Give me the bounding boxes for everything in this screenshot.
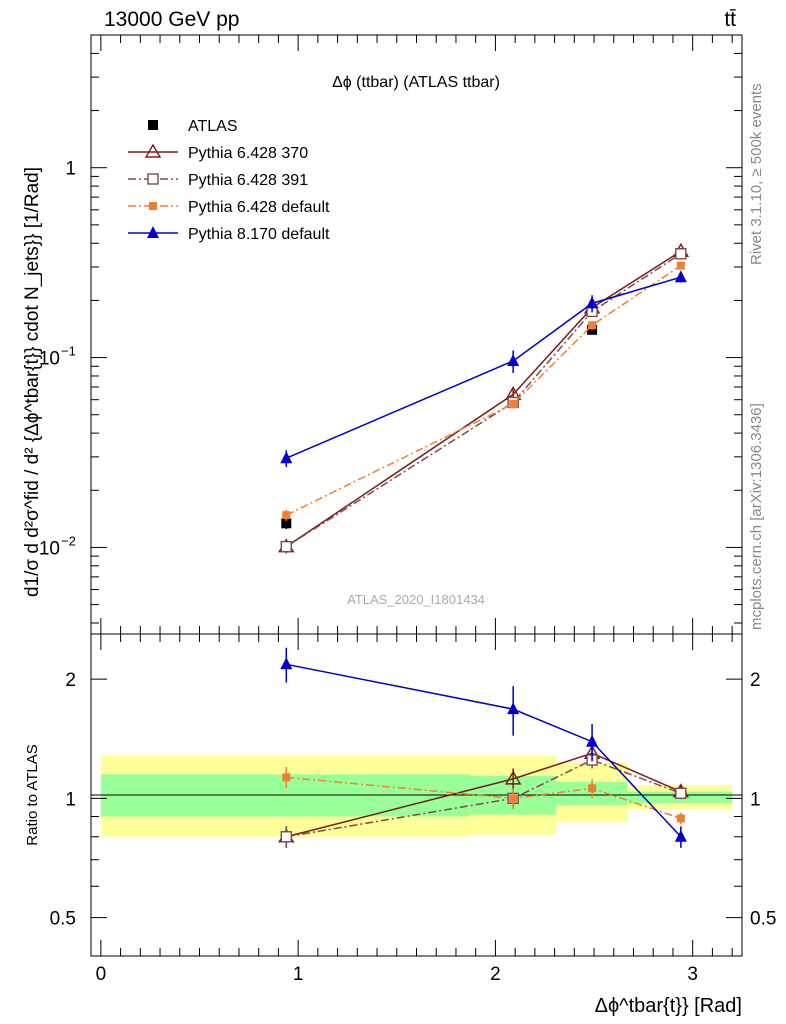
series-line-1 xyxy=(285,250,682,548)
series-2 xyxy=(280,248,687,554)
watermark: ATLAS_2020_I1801434 xyxy=(347,592,485,607)
ratio-y-axis-label: Ratio to ATLAS xyxy=(24,744,41,845)
ratio-axes: 0.5 0.5 1 1 2 2 0 1 2 3 xyxy=(50,634,776,985)
ratio-point xyxy=(676,814,685,823)
data-point xyxy=(282,511,291,520)
y-tick-label-exponent: −2 xyxy=(61,533,76,548)
x-axis-label: Δϕ^tbar{t}} [Rad] xyxy=(595,995,742,1017)
main-axes: 10 −210 −11 xyxy=(39,34,742,634)
ratio-line xyxy=(286,663,682,838)
ratio-point xyxy=(586,734,599,747)
ratio-point xyxy=(282,773,291,782)
legend-label: Pythia 8.170 default xyxy=(188,226,330,243)
data-point xyxy=(586,296,599,309)
ratio-plot-area xyxy=(278,647,690,848)
mcplots-label: mcplots.cern.ch [arXiv:1306.3436] xyxy=(748,403,765,630)
ratio-line xyxy=(286,752,682,838)
legend-marker xyxy=(147,226,159,238)
data-point xyxy=(280,540,292,553)
ratio-point xyxy=(674,829,687,842)
legend-item: Pythia 6.428 391 xyxy=(128,172,308,189)
rivet-label: Rivet 3.1.10, ≥ 500k events xyxy=(748,83,765,265)
data-point xyxy=(588,321,597,330)
ratio-line xyxy=(286,776,682,820)
ratio-point xyxy=(675,787,687,799)
data-point xyxy=(674,270,687,283)
y-tick-label-exponent: −1 xyxy=(61,344,76,359)
ratio-y-tick-label-right: 1 xyxy=(750,789,761,810)
ratio-point xyxy=(280,657,293,670)
legend-item: ATLAS xyxy=(148,118,238,135)
series-4 xyxy=(280,270,687,468)
main-plot-area xyxy=(278,242,690,554)
y-tick-label: 10 xyxy=(39,538,60,559)
uncertainty-bands xyxy=(100,755,733,837)
x-tick-label: 2 xyxy=(490,964,501,985)
ratio-point xyxy=(280,831,292,843)
ratio-y-tick-label-right: 2 xyxy=(750,670,761,691)
legend-item: Pythia 6.428 default xyxy=(128,199,330,216)
x-tick-label: 3 xyxy=(687,964,698,985)
main-panel: 10 −210 −11 Δϕ (ttbar) (ATLAS ttbar) ATLAS… xyxy=(22,34,743,635)
main-y-axis-label: d1/σ d d²σ^fid / d² {Δϕ^tbar{t}} cdot N_… xyxy=(22,167,43,597)
data-point xyxy=(675,248,687,260)
plot-title: Δϕ (ttbar) (ATLAS ttbar) xyxy=(332,74,500,91)
legend-marker xyxy=(147,173,159,185)
data-point xyxy=(507,353,520,366)
series-line-4 xyxy=(286,276,682,459)
legend-label: Pythia 6.428 370 xyxy=(188,145,308,162)
legend-label: Pythia 6.428 default xyxy=(188,199,330,216)
ratio-point xyxy=(504,770,522,785)
data-point xyxy=(281,518,292,529)
data-point xyxy=(676,261,685,270)
legend-item: Pythia 8.170 default xyxy=(128,226,330,243)
x-tick-label: 0 xyxy=(96,964,107,985)
ratio-panel: 0.5 0.5 1 1 2 2 0 1 2 3 Ratio to ATLAS Δϕ^tbar{t}… xyxy=(24,633,776,1017)
series-line-3 xyxy=(285,264,682,516)
legend: ATLAS Pythia 6.428 370 Pythia 6.428 391 Pyt… xyxy=(128,118,330,243)
legend-label: ATLAS xyxy=(188,118,238,135)
main-y-label-text: d1/σ d d²σ^fid / d² {Δϕ^tbar{t}} cdot N_… xyxy=(22,167,43,597)
ratio-y-tick-label: 1 xyxy=(65,789,76,810)
series-line-2 xyxy=(285,253,682,548)
x-tick-label: 1 xyxy=(293,964,304,985)
legend-label: Pythia 6.428 391 xyxy=(188,172,308,189)
process-label: tt̄ xyxy=(724,8,736,31)
series-1 xyxy=(278,242,690,554)
ratio-frame xyxy=(90,633,743,957)
data-point xyxy=(509,399,518,408)
ratio-y-tick-label: 0.5 xyxy=(50,909,76,930)
energy-label: 13000 GeV pp xyxy=(104,8,239,31)
series-3 xyxy=(282,261,685,521)
ratio-series-2 xyxy=(282,767,685,825)
ratio-y-tick-label: 2 xyxy=(65,670,76,691)
data-point xyxy=(280,451,293,464)
ratio-y-tick-label-right: 0.5 xyxy=(750,909,776,930)
legend-marker xyxy=(148,120,158,130)
legend-item: Pythia 6.428 370 xyxy=(128,143,308,162)
y-tick-label: 1 xyxy=(65,159,76,180)
y-tick-label: 10 xyxy=(39,349,60,370)
ratio-point xyxy=(588,784,597,793)
legend-marker xyxy=(144,143,162,158)
ratio-line xyxy=(286,759,682,838)
ratio-point xyxy=(507,702,520,715)
ratio-point xyxy=(509,794,518,803)
legend-marker xyxy=(149,202,157,210)
ratio-series-3 xyxy=(280,647,687,848)
